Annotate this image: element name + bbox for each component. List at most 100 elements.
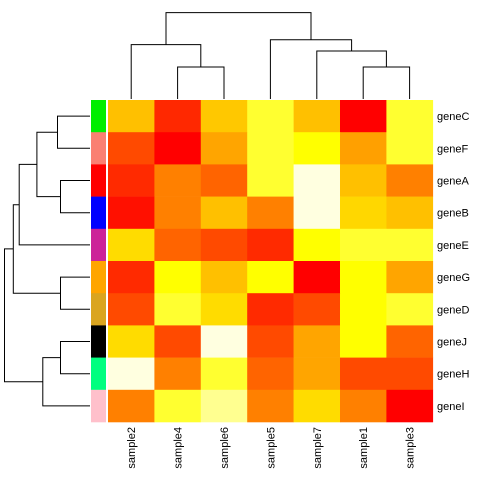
col-dendro-link xyxy=(362,66,411,99)
cell-geneB-sample7 xyxy=(293,196,341,230)
cell-geneH-sample6 xyxy=(200,357,248,391)
cell-geneD-sample3 xyxy=(386,293,434,326)
cell-geneG-sample1 xyxy=(340,261,387,294)
cell-geneJ-sample3 xyxy=(386,325,434,358)
cell-geneE-sample3 xyxy=(386,228,434,262)
row-label-geneA: geneA xyxy=(437,176,469,188)
cell-geneI-sample1 xyxy=(340,389,387,423)
row-dendro-link xyxy=(12,204,61,294)
col-dendro-link xyxy=(316,50,387,99)
row-label-geneG: geneG xyxy=(437,272,470,284)
cell-geneH-sample7 xyxy=(293,357,341,391)
cell-geneG-sample3 xyxy=(386,261,434,294)
row-dendro-link xyxy=(60,341,90,375)
cell-geneB-sample5 xyxy=(247,196,294,230)
row-label-geneI: geneI xyxy=(437,401,465,413)
col-dendro-link xyxy=(130,44,202,99)
cell-geneA-sample3 xyxy=(386,164,434,197)
cell-geneI-sample2 xyxy=(108,389,155,423)
cell-geneF-sample4 xyxy=(154,132,202,165)
cell-geneD-sample7 xyxy=(293,293,341,326)
cell-geneC-sample1 xyxy=(340,100,387,133)
cell-geneJ-sample7 xyxy=(293,325,341,358)
cell-geneD-sample1 xyxy=(340,293,387,326)
cell-geneA-sample6 xyxy=(200,164,248,197)
col-label-sample7: sample7 xyxy=(312,427,324,469)
col-label-sample3: sample3 xyxy=(405,427,417,469)
col-label-sample2: sample2 xyxy=(126,427,138,469)
cell-geneI-sample3 xyxy=(386,389,434,423)
cell-geneG-sample7 xyxy=(293,261,341,294)
side-color-geneB xyxy=(91,196,106,230)
cell-geneA-sample7 xyxy=(293,164,341,197)
cell-geneC-sample2 xyxy=(108,100,155,133)
row-side-colors xyxy=(91,100,106,423)
cell-geneI-sample5 xyxy=(247,389,294,423)
row-dendro-link xyxy=(18,163,90,246)
cell-geneJ-sample2 xyxy=(108,325,155,358)
cell-geneF-sample6 xyxy=(200,132,248,165)
col-dendro-link xyxy=(269,39,353,99)
cell-geneI-sample6 xyxy=(200,389,248,423)
cell-geneB-sample6 xyxy=(200,196,248,230)
cell-geneB-sample4 xyxy=(154,196,202,230)
cell-geneC-sample6 xyxy=(200,100,248,133)
row-dendro-link xyxy=(36,131,61,198)
cell-geneH-sample4 xyxy=(154,357,202,391)
row-dendro-link xyxy=(60,276,90,310)
col-dendro-link xyxy=(177,66,225,99)
cell-geneE-sample6 xyxy=(200,228,248,262)
cell-geneD-sample4 xyxy=(154,293,202,326)
side-color-geneA xyxy=(91,164,106,197)
side-color-geneE xyxy=(91,228,106,262)
cell-geneF-sample2 xyxy=(108,132,155,165)
cell-geneD-sample5 xyxy=(247,293,294,326)
row-label-geneF: geneF xyxy=(437,143,468,155)
side-color-geneD xyxy=(91,293,106,326)
row-label-geneC: geneC xyxy=(437,111,469,123)
row-dendro-link xyxy=(42,357,90,407)
cell-geneA-sample5 xyxy=(247,164,294,197)
cell-geneG-sample4 xyxy=(154,261,202,294)
cell-geneA-sample1 xyxy=(340,164,387,197)
side-color-geneI xyxy=(91,389,106,423)
row-dendro-link xyxy=(57,115,90,149)
cell-geneC-sample3 xyxy=(386,100,434,133)
cell-geneJ-sample1 xyxy=(340,325,387,358)
cell-geneH-sample3 xyxy=(386,357,434,391)
col-label-sample1: sample1 xyxy=(358,427,370,469)
cell-geneF-sample5 xyxy=(247,132,294,165)
side-color-geneJ xyxy=(91,325,106,358)
col-dendro-link xyxy=(165,12,312,45)
row-dendro-link xyxy=(60,180,90,214)
col-label-sample6: sample6 xyxy=(219,427,231,469)
row-label-geneB: geneB xyxy=(437,208,469,220)
cell-geneG-sample2 xyxy=(108,261,155,294)
cell-geneH-sample5 xyxy=(247,357,294,391)
row-label-geneJ: geneJ xyxy=(437,337,467,349)
row-labels: geneC geneF geneA geneB geneE geneG geneD geneJ… xyxy=(437,111,470,413)
cell-geneJ-sample4 xyxy=(154,325,202,358)
cell-geneH-sample1 xyxy=(340,357,387,391)
cell-geneA-sample4 xyxy=(154,164,202,197)
cell-geneA-sample2 xyxy=(108,164,155,197)
cell-geneC-sample4 xyxy=(154,100,202,133)
cell-geneE-sample1 xyxy=(340,228,387,262)
cell-geneF-sample7 xyxy=(293,132,341,165)
cell-geneE-sample7 xyxy=(293,228,341,262)
cell-geneG-sample5 xyxy=(247,261,294,294)
side-color-geneH xyxy=(91,357,106,391)
cell-geneC-sample5 xyxy=(247,100,294,133)
cell-geneJ-sample6 xyxy=(200,325,248,358)
cell-geneI-sample4 xyxy=(154,389,202,423)
heatmap-cells xyxy=(108,100,434,423)
cell-geneF-sample1 xyxy=(340,132,387,165)
cell-geneB-sample1 xyxy=(340,196,387,230)
cell-geneF-sample3 xyxy=(386,132,434,165)
side-color-geneG xyxy=(91,261,106,294)
column-dendrogram xyxy=(130,12,411,99)
row-label-geneH: geneH xyxy=(437,369,469,381)
cell-geneC-sample7 xyxy=(293,100,341,133)
